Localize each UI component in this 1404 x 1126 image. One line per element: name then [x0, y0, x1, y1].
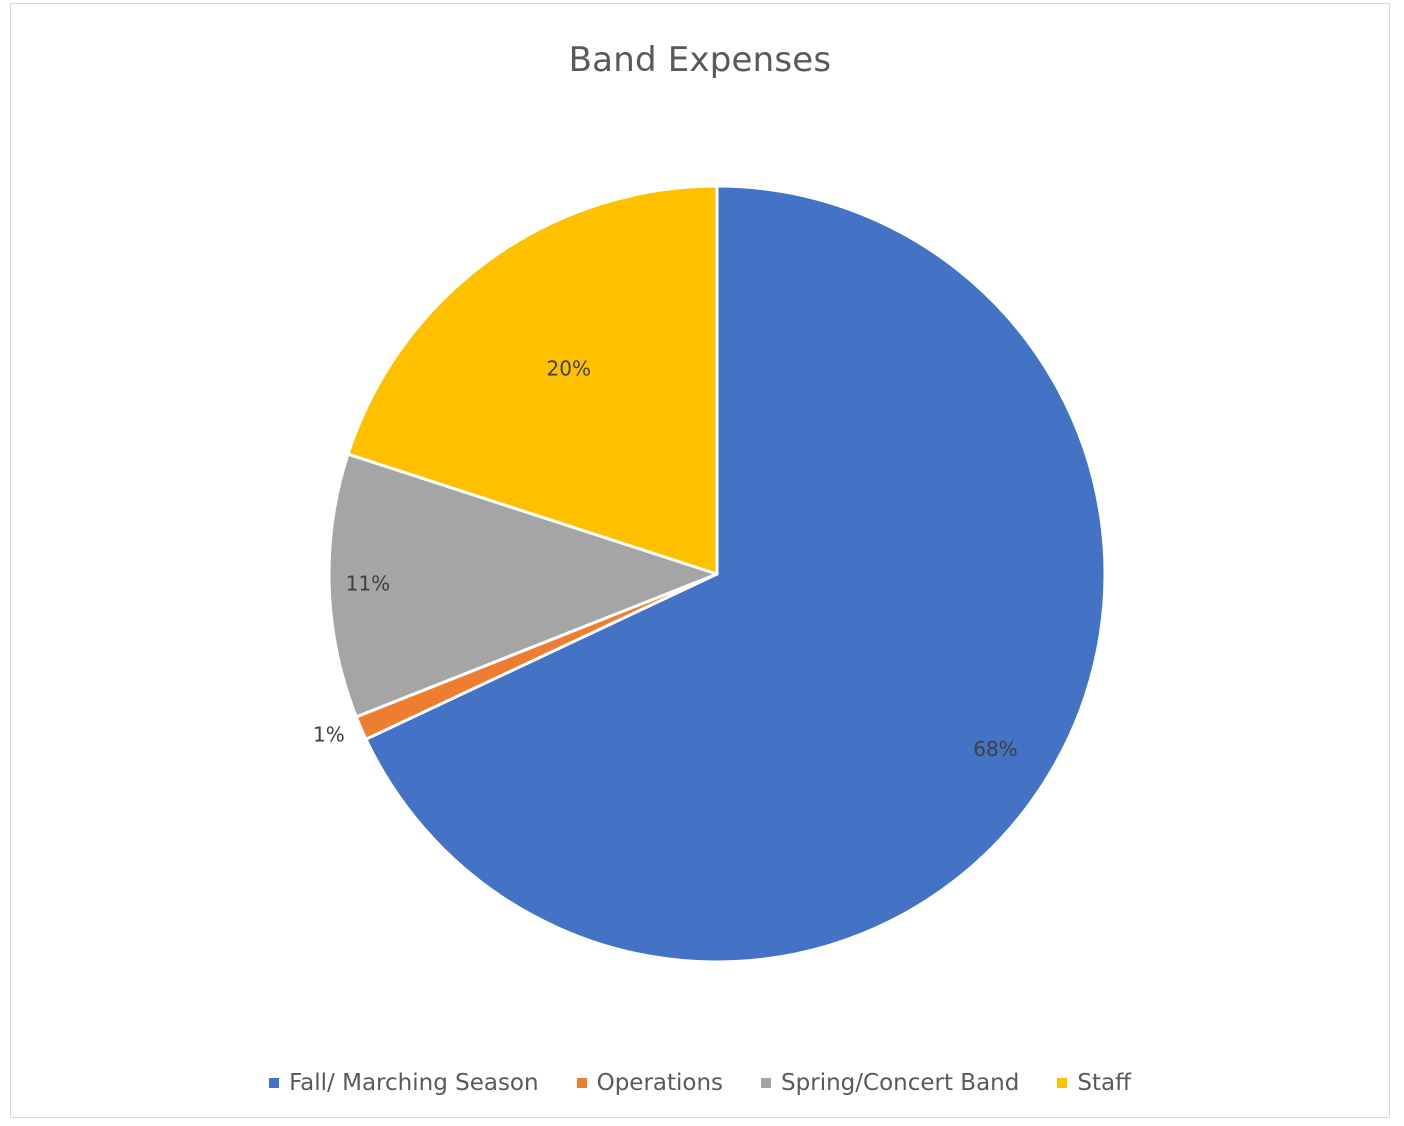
- data-label-spring-concert: 11%: [346, 571, 390, 595]
- legend-swatch: [576, 1078, 587, 1088]
- legend: Fall/ Marching Season Operations Spring/…: [11, 1070, 1389, 1096]
- pie-slice-staff[interactable]: [346, 184, 719, 576]
- data-label-fall-marching: 68%: [973, 737, 1017, 761]
- pie-slice-fall-marching[interactable]: [364, 184, 1107, 964]
- legend-label: Operations: [596, 1070, 724, 1096]
- legend-swatch: [1057, 1078, 1068, 1088]
- chart-title: Band Expenses: [568, 40, 832, 80]
- legend-item-staff[interactable]: Staff: [1057, 1070, 1131, 1096]
- data-label-operations: 1%: [313, 723, 345, 747]
- pie-slice-spring-concert[interactable]: [327, 452, 719, 719]
- legend-item-spring-concert[interactable]: Spring/Concert Band: [761, 1070, 1019, 1096]
- legend-label: Spring/Concert Band: [781, 1070, 1020, 1096]
- legend-label: Fall/ Marching Season: [289, 1070, 539, 1096]
- legend-item-operations[interactable]: Operations: [576, 1070, 724, 1096]
- legend-swatch: [761, 1078, 772, 1088]
- legend-label: Staff: [1077, 1070, 1131, 1096]
- chart-area: Band Expenses 68% 1% 11% 20% Fall/ Marching…: [10, 3, 1390, 1118]
- pie-data-labels: 68% 1% 11% 20%: [313, 356, 1018, 761]
- pie-chart: 68% 1% 11% 20%: [313, 184, 1107, 964]
- pie-slices: [327, 184, 1107, 964]
- legend-swatch: [269, 1078, 280, 1088]
- data-label-staff: 20%: [547, 356, 591, 380]
- legend-item-fall-marching[interactable]: Fall/ Marching Season: [269, 1070, 539, 1096]
